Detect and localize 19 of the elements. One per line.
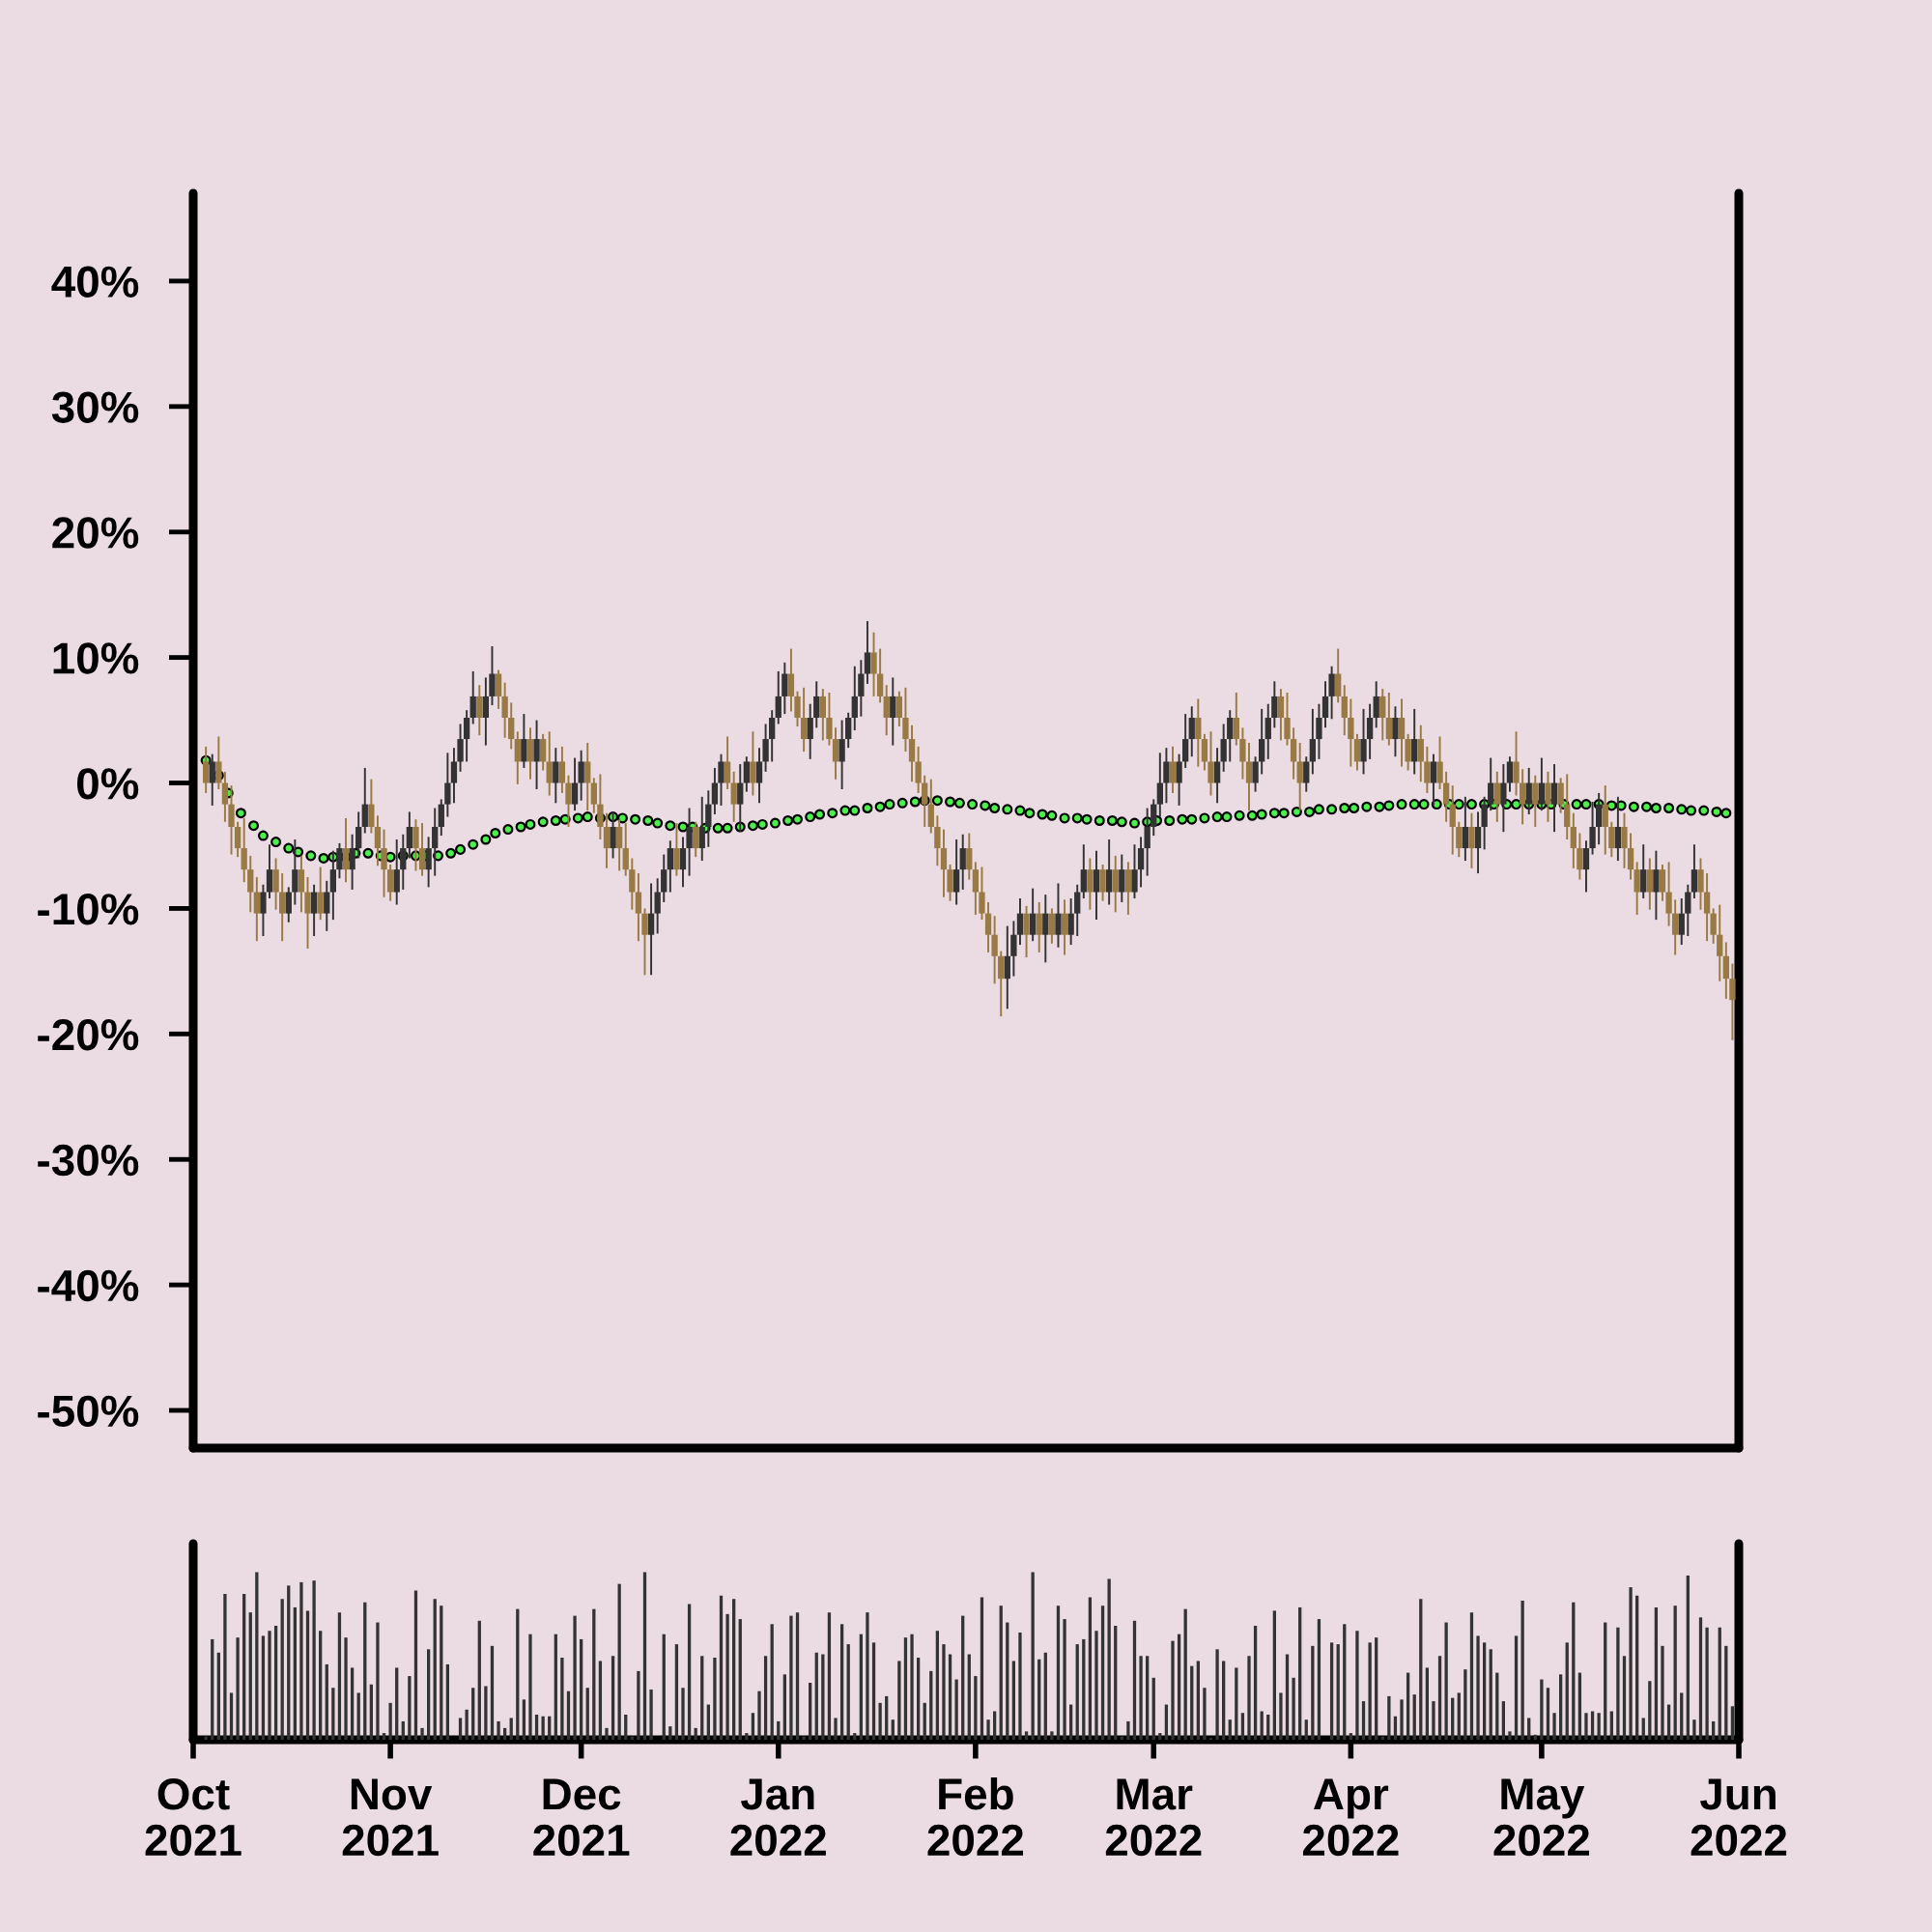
x-tick-label: Oct 2021: [145, 1778, 242, 1857]
x-tick-label: Jun 2022: [1690, 1778, 1787, 1857]
y-tick-label: -20%: [38, 1018, 139, 1051]
y-tick-label: -30%: [38, 1144, 139, 1177]
x-tick-label: Mar 2022: [1105, 1778, 1202, 1857]
y-tick-label: -10%: [38, 894, 139, 925]
x-tick-label: Dec 2021: [533, 1778, 630, 1857]
x-tick-label: Nov 2021: [342, 1778, 439, 1857]
y-tick-label: 40%: [51, 266, 139, 298]
y-tick-label: 30%: [51, 391, 139, 423]
y-tick-label: -50%: [38, 1395, 139, 1428]
x-tick-label: Apr 2022: [1302, 1778, 1399, 1857]
y-tick-label: 0%: [77, 768, 139, 800]
x-tick-label: May 2022: [1493, 1778, 1590, 1857]
y-tick-label: -40%: [38, 1269, 139, 1302]
x-tick-label: Jan 2022: [730, 1778, 826, 1857]
y-tick-label: 20%: [52, 517, 139, 549]
x-tick-label: Feb 2022: [927, 1776, 1024, 1857]
y-tick-label: 10%: [53, 642, 139, 674]
